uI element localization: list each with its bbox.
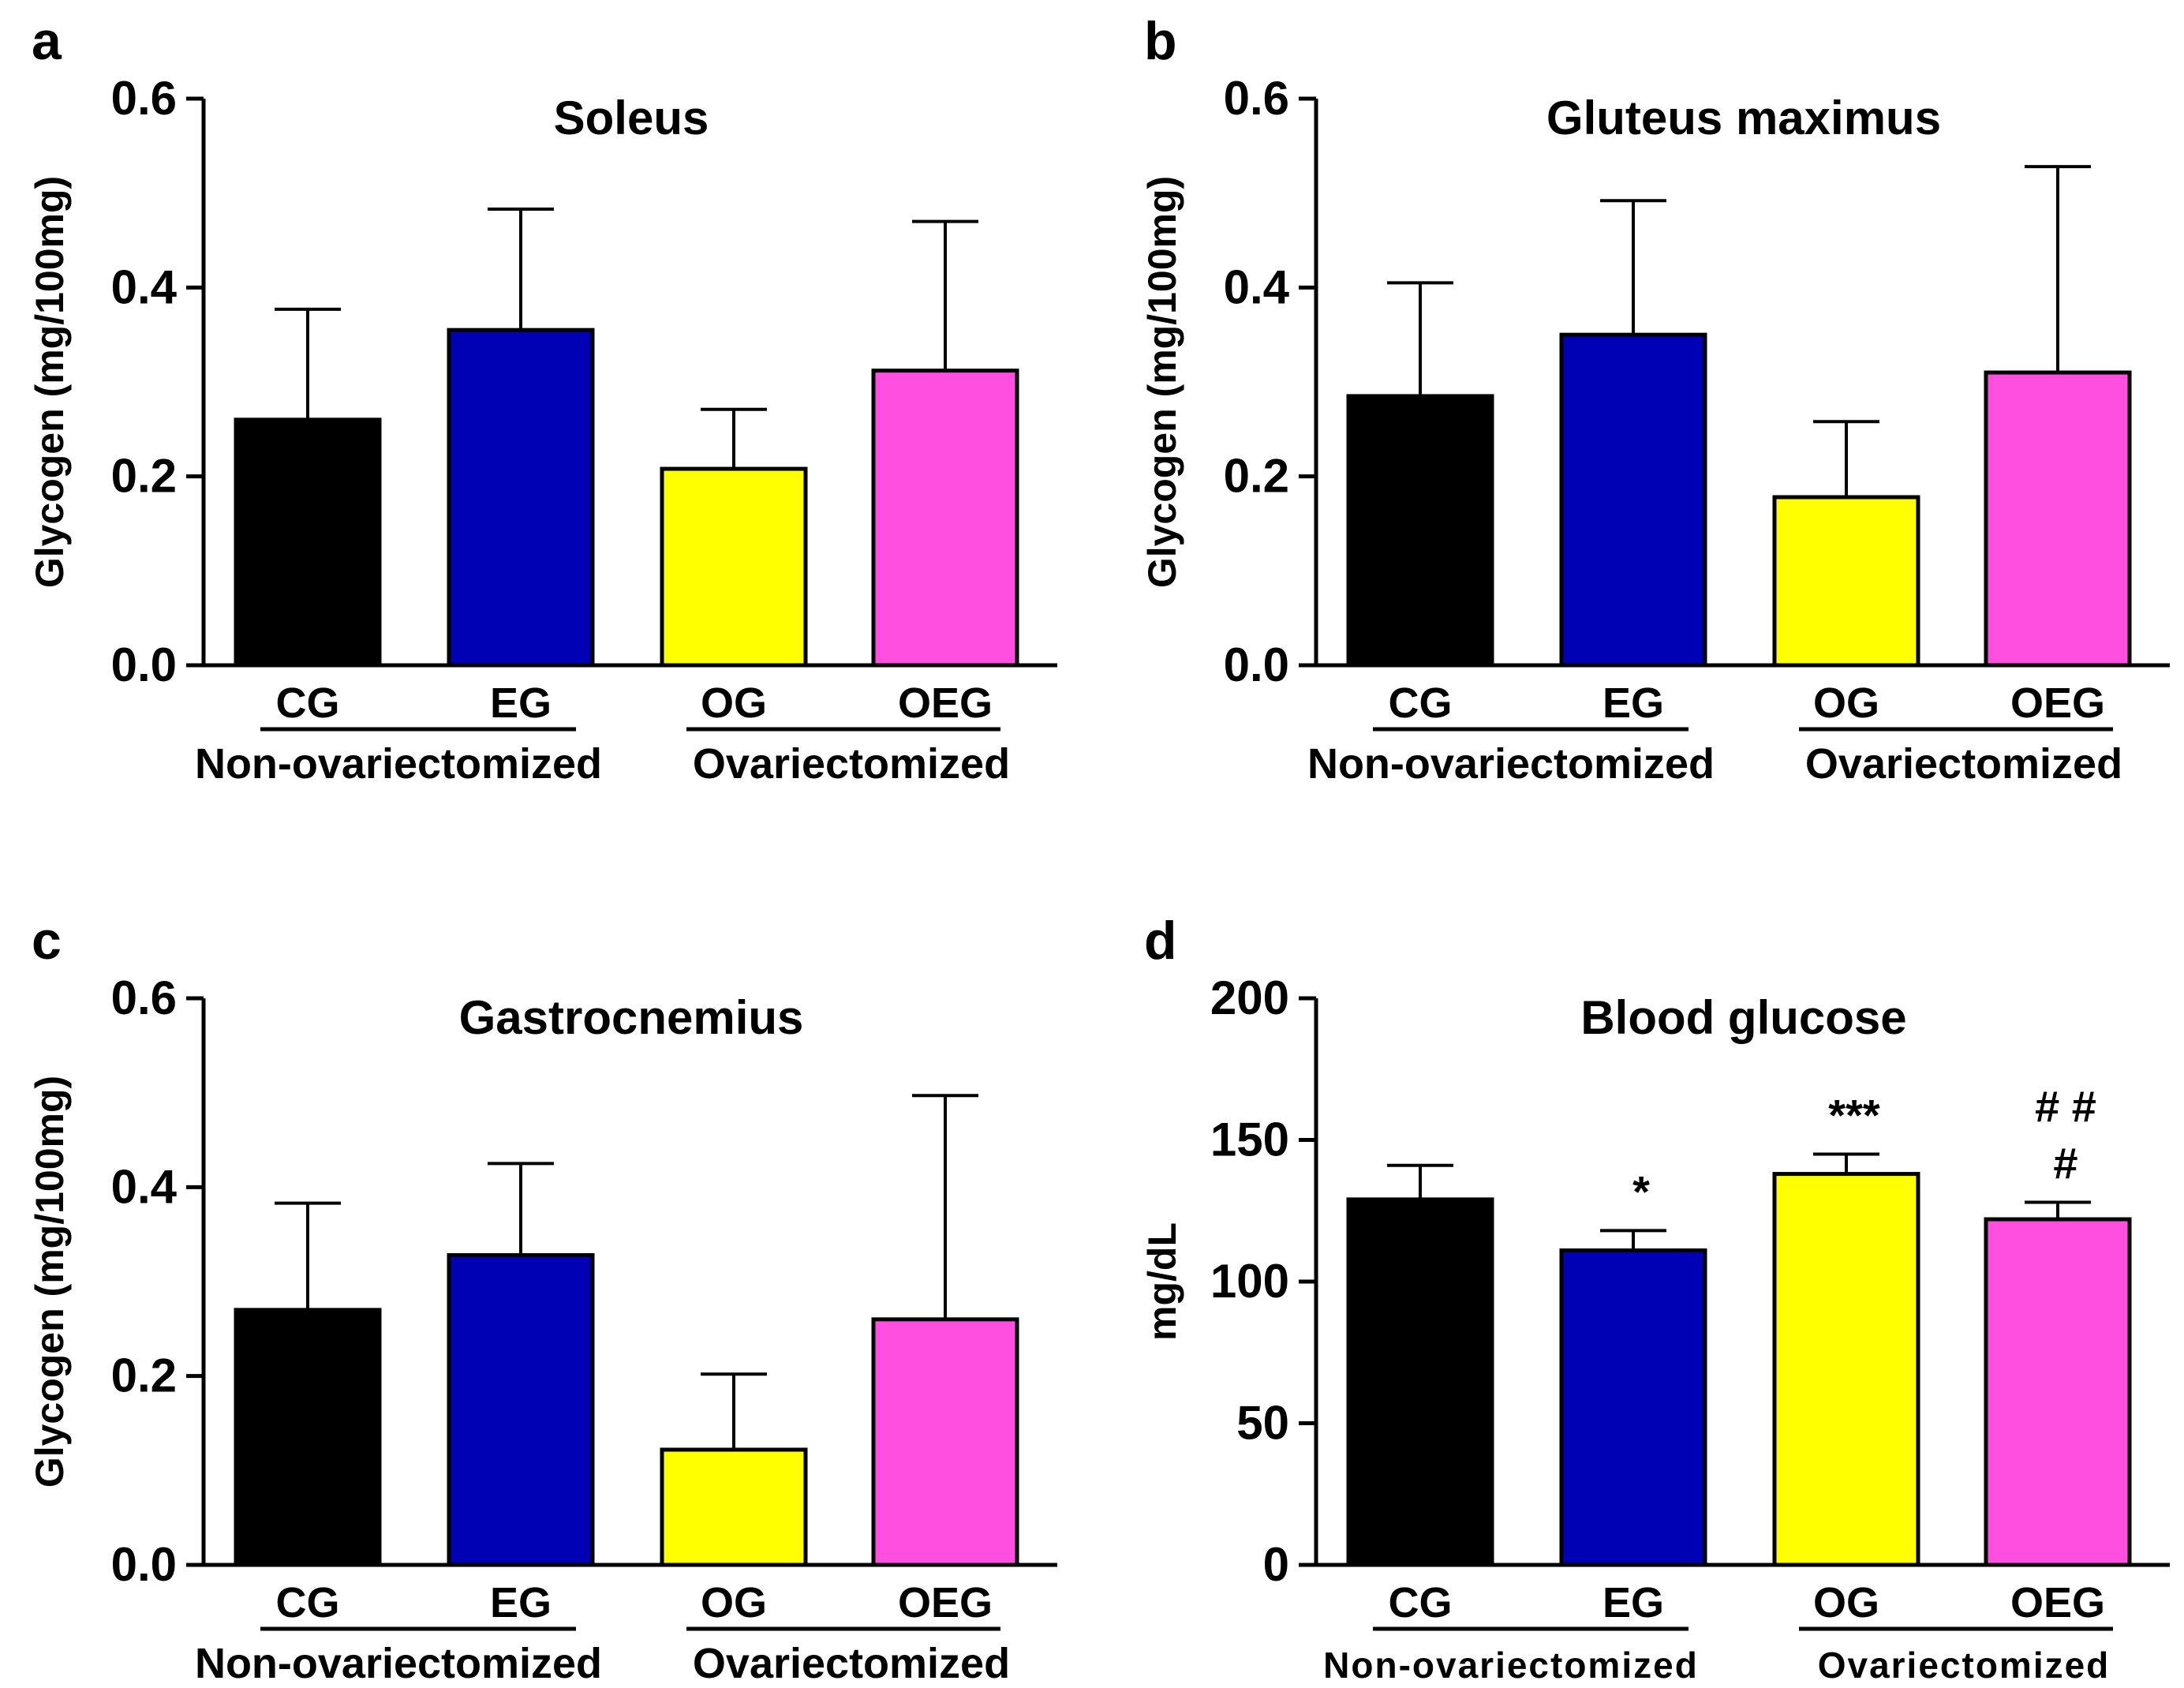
x-tick-label-eg: EG [490,679,552,727]
y-tick-label: 0 [1263,1538,1289,1591]
y-tick-label: 0.6 [111,971,177,1024]
x-tick-label-og: OG [1813,679,1879,727]
x-tick-label-oeg: OEG [2010,679,2105,727]
bar-cg [234,417,382,668]
x-tick-label-og: OG [1813,1579,1879,1626]
bar-eg [1559,1248,1707,1567]
y-axis-label: Glycogen (mg/100mg) [28,176,72,588]
chart-panel-c: c Gastrocnemius Glycogen (mg/100mg) CG EG OG O… [28,911,1057,1687]
bar-oeg [1984,1217,2132,1567]
panel-label: c [32,911,62,971]
chart-panel-a: a Soleus Glycogen (mg/100mg) CG EG OG OEG 0.0 0.… [28,11,1057,788]
bar-cg [1346,394,1494,668]
chart-title: Gastrocnemius [459,991,804,1044]
group-label-non-ovariectomized: Non-ovariectomized [195,740,602,788]
x-tick-label-eg: EG [1602,1579,1664,1626]
y-tick-label: 0.2 [111,1349,177,1402]
bar-oeg [1984,370,2132,668]
bar-eg [1559,332,1707,668]
significance-label-eg-line: * [1632,1166,1650,1216]
y-tick-label: 0.6 [1224,72,1289,125]
bar-oeg [871,1317,1019,1567]
group-label-non-ovariectomized: Non-ovariectomized [1323,1645,1699,1686]
y-tick-label: 0.4 [111,260,178,313]
significance-label-oeg: # # # [2035,1081,2096,1188]
bar-oeg [871,369,1019,668]
significance-label-oeg-line: # # [2035,1081,2096,1131]
bar-og [1772,495,1920,668]
y-tick-label: 0.4 [111,1160,178,1213]
significance-label-oeg-line: # [2053,1138,2077,1188]
chart-title: Soleus [554,92,709,144]
x-tick-label-eg: EG [1602,679,1664,727]
y-tick-label: 0.2 [111,450,177,503]
panel-label: d [1144,911,1177,971]
x-tick-label-cg: CG [276,1579,340,1626]
bar-og [660,1447,808,1567]
y-axis-label: Glycogen (mg/100mg) [28,1076,72,1488]
bar-cg [234,1308,382,1567]
y-tick-label: 0.2 [1224,450,1289,503]
y-tick-label: 0.0 [111,638,177,691]
bar-og [660,466,808,668]
y-tick-label: 200 [1210,971,1289,1024]
y-tick-label: 100 [1210,1255,1289,1308]
x-tick-label-eg: EG [490,1579,552,1626]
chart-panel-d: d Blood glucose mg/dL CG EG * OG *** OEG # # #0 50 1… [1140,911,2170,1686]
significance-label-og-line: *** [1828,1090,1880,1140]
bar-eg [447,327,595,668]
group-label-non-ovariectomized: Non-ovariectomized [1307,740,1715,788]
y-axis-label: mg/dL [1140,1222,1184,1341]
x-tick-label-og: OG [701,1579,767,1626]
group-label-non-ovariectomized: Non-ovariectomized [195,1640,602,1687]
bar-og [1772,1172,1920,1567]
x-tick-label-cg: CG [1389,679,1453,727]
y-axis-label: Glycogen (mg/100mg) [1140,176,1184,588]
chart-title: Blood glucose [1580,991,1906,1044]
y-tick-label: 0.6 [111,72,177,125]
panel-label: a [32,11,62,71]
x-tick-label-cg: CG [276,679,340,727]
significance-label-og: *** [1828,1090,1880,1140]
x-tick-label-oeg: OEG [898,679,993,727]
panel-label: b [1144,11,1177,71]
y-tick-label: 0.4 [1224,260,1290,313]
x-tick-label-cg: CG [1389,1579,1453,1626]
chart-title: Gluteus maximus [1546,92,1941,144]
chart-panel-b: b Gluteus maximus Glycogen (mg/100mg) CG EG O… [1140,11,2170,788]
y-tick-label: 150 [1210,1113,1289,1166]
x-tick-label-oeg: OEG [898,1579,993,1626]
group-label-ovariectomized: Ovariectomized [693,1640,1010,1687]
significance-label-eg: * [1632,1166,1650,1216]
y-tick-label: 0.0 [111,1538,177,1591]
x-tick-label-oeg: OEG [2010,1579,2105,1626]
bar-eg [447,1252,595,1567]
group-label-ovariectomized: Ovariectomized [1818,1645,2111,1686]
bar-cg [1346,1197,1494,1567]
y-tick-label: 50 [1236,1397,1289,1450]
group-label-ovariectomized: Ovariectomized [1805,740,2122,788]
group-label-ovariectomized: Ovariectomized [693,740,1010,788]
x-tick-label-og: OG [701,679,767,727]
y-tick-label: 0.0 [1224,638,1289,691]
